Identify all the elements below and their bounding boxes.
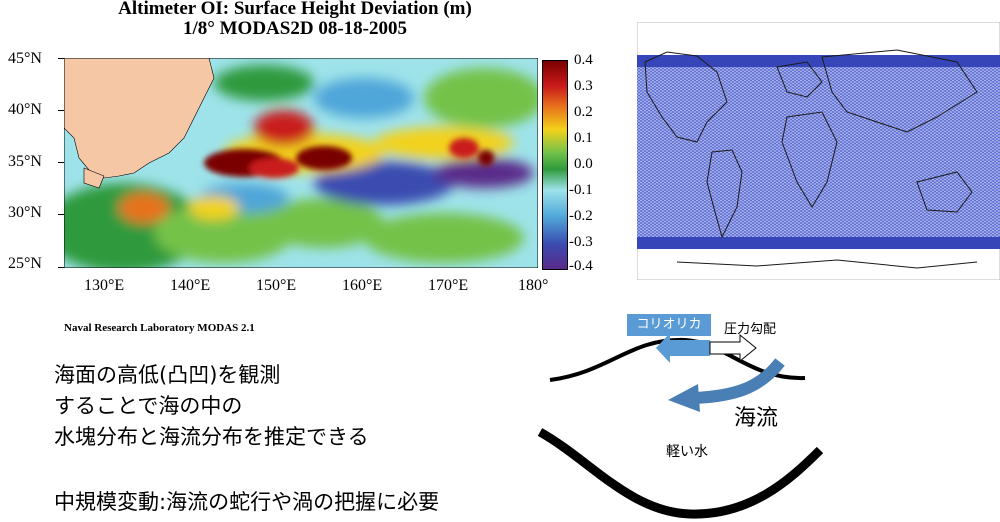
- colorbar-label: 0.0: [574, 156, 593, 172]
- lat-label: 30°N: [8, 204, 42, 221]
- lon-label: 130°E: [84, 277, 125, 294]
- explanation-line3: 水塊分布と海流分布を推定できる: [54, 425, 369, 449]
- map-title-line2: 1/8° MODAS2D 08-18-2005: [183, 18, 407, 39]
- colorbar-label: -0.3: [569, 234, 593, 250]
- lat-label: 45°N: [8, 50, 42, 67]
- height-deviation-map: [64, 58, 538, 268]
- colorbar: [542, 60, 568, 270]
- current-arrow: [694, 358, 785, 404]
- map-title: Altimeter OI: Surface Height Deviation (…: [60, 0, 530, 40]
- current-arrowhead: [668, 384, 700, 412]
- colorbar-label: 0.1: [574, 130, 593, 146]
- light-water-label: 軽い水: [666, 444, 708, 460]
- colorbar-label: 0.3: [574, 78, 593, 94]
- light-water-boundary: [537, 428, 824, 519]
- coriolis-arrow: [656, 333, 710, 363]
- geostrophic-diagram: [537, 333, 824, 519]
- coverage-world-map: [637, 22, 1000, 280]
- lon-label: 160°E: [342, 277, 383, 294]
- lat-label: 35°N: [8, 153, 42, 170]
- colorbar-label: 0.2: [574, 104, 593, 120]
- explanation-line4: 中規模変動:海流の蛇行や渦の把握に必要: [54, 490, 440, 514]
- pressure-gradient-arrow: [709, 333, 757, 363]
- explanation-line2: することで海の中の: [54, 394, 243, 418]
- sea-surface-line: [549, 337, 806, 382]
- explanation-text: 海面の高低(凸凹)を観測 することで海の中の 水塊分布と海流分布を推定できる: [54, 360, 369, 453]
- current-label: 海流: [734, 406, 779, 431]
- explanation-line1: 海面の高低(凸凹)を観測: [54, 363, 281, 387]
- lon-label: 180°: [518, 277, 549, 294]
- map-title-line1: Altimeter OI: Surface Height Deviation (…: [118, 0, 472, 19]
- lat-label: 25°N: [8, 255, 42, 272]
- lon-label: 140°E: [170, 277, 211, 294]
- lon-label: 150°E: [256, 277, 297, 294]
- credit-text: Naval Research Laboratory MODAS 2.1: [64, 322, 255, 334]
- pressure-gradient-label: 圧力勾配: [724, 322, 777, 337]
- coriolis-label: コリオリカ: [636, 317, 702, 332]
- colorbar-label: -0.4: [569, 258, 593, 274]
- lat-label: 40°N: [8, 101, 42, 118]
- colorbar-label: -0.1: [569, 182, 593, 198]
- colorbar-label: -0.2: [569, 208, 593, 224]
- colorbar-label: 0.4: [574, 52, 593, 68]
- coriolis-label-box: コリオリカ: [627, 314, 711, 336]
- lon-label: 170°E: [428, 277, 469, 294]
